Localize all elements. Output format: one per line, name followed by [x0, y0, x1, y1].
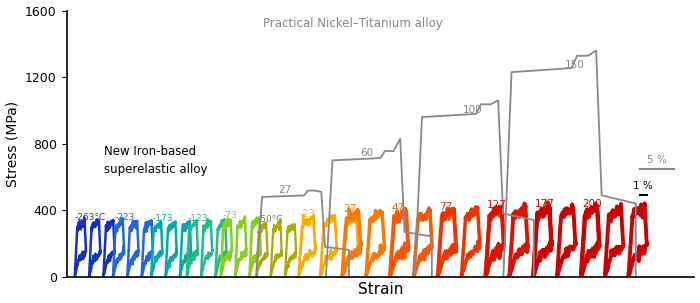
Text: 150: 150	[565, 60, 584, 70]
Text: 200: 200	[582, 199, 602, 209]
Text: 100: 100	[463, 105, 482, 115]
Text: 60: 60	[360, 148, 373, 158]
Text: 47: 47	[391, 203, 405, 213]
Text: 27: 27	[344, 204, 357, 214]
Text: 127: 127	[487, 200, 507, 210]
X-axis label: Strain: Strain	[358, 282, 403, 298]
Text: 27: 27	[278, 185, 291, 195]
Y-axis label: Stress (MPa): Stress (MPa)	[6, 101, 20, 187]
Text: -223: -223	[114, 213, 134, 222]
Text: 5 %: 5 %	[647, 155, 667, 165]
Text: -263°C: -263°C	[75, 213, 106, 222]
Text: Practical Nickel–Titanium alloy: Practical Nickel–Titanium alloy	[263, 17, 443, 30]
Text: -23: -23	[300, 209, 316, 219]
Text: New Iron-based
superelastic alloy: New Iron-based superelastic alloy	[104, 145, 208, 176]
Text: 1 %: 1 %	[634, 181, 653, 191]
Text: 77: 77	[439, 202, 452, 212]
Text: -123: -123	[188, 214, 209, 223]
Text: -73: -73	[222, 211, 237, 220]
Text: -173: -173	[153, 214, 173, 223]
Text: -50°C: -50°C	[258, 215, 284, 225]
Text: 177: 177	[535, 199, 554, 209]
